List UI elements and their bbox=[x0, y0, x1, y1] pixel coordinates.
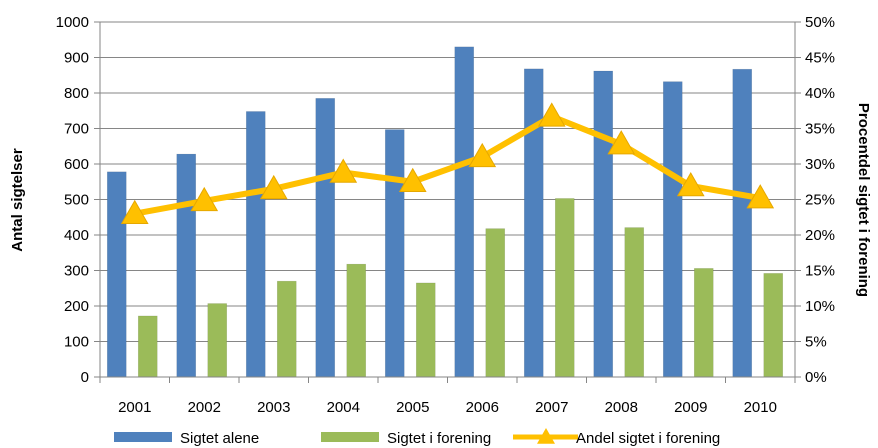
right-tick-label: 45% bbox=[805, 50, 835, 67]
legend: Sigtet alene Sigtet i forening Andel sigte… bbox=[114, 428, 720, 447]
left-tick-label: 200 bbox=[64, 298, 89, 315]
left-tick-label: 300 bbox=[64, 263, 89, 280]
x-tick-label: 2007 bbox=[535, 399, 568, 416]
bar-sigtet-alene bbox=[662, 81, 683, 378]
legend-marker bbox=[537, 428, 555, 444]
x-tick-label: 2008 bbox=[605, 399, 638, 416]
bar-sigtet-i-forening bbox=[485, 228, 506, 378]
right-tick-label: 40% bbox=[805, 85, 835, 102]
right-tick-label: 10% bbox=[805, 298, 835, 315]
right-tick-label: 25% bbox=[805, 192, 835, 209]
legend-item: Sigtet i forening bbox=[321, 430, 491, 447]
left-tick-label: 700 bbox=[64, 121, 89, 138]
x-tick-label: 2010 bbox=[744, 399, 777, 416]
legend-label: Andel sigtet i forening bbox=[576, 430, 720, 447]
left-tick-label: 1000 bbox=[56, 14, 89, 31]
bar-sigtet-i-forening bbox=[137, 315, 158, 378]
left-tick-label: 100 bbox=[64, 334, 89, 351]
left-tick-label: 400 bbox=[64, 227, 89, 244]
right-axis-title: Procentdel sigtet i forening bbox=[855, 103, 872, 297]
bar-sigtet-alene bbox=[315, 98, 336, 378]
bar-sigtet-alene bbox=[593, 70, 614, 378]
line-point-marker bbox=[468, 142, 497, 168]
bar-sigtet-alene bbox=[732, 68, 753, 378]
bar-sigtet-alene bbox=[106, 171, 127, 378]
right-tick-label: 20% bbox=[805, 227, 835, 244]
bar-sigtet-i-forening bbox=[624, 227, 645, 378]
legend-label: Sigtet alene bbox=[180, 430, 259, 447]
right-tick-label: 35% bbox=[805, 121, 835, 138]
legend-swatch bbox=[321, 432, 379, 442]
line-point-marker bbox=[537, 102, 566, 127]
right-tick-label: 50% bbox=[805, 14, 835, 31]
bar-sigtet-alene bbox=[523, 68, 544, 378]
legend-swatch bbox=[114, 432, 172, 442]
x-tick-label: 2005 bbox=[396, 399, 429, 416]
left-axis-ticks: 0 100 200 300 400 500 600 700 800 900 1000 bbox=[56, 14, 89, 386]
right-tick-label: 5% bbox=[805, 334, 827, 351]
line-point-marker bbox=[259, 174, 288, 200]
line-andel-sigtet-i-forening bbox=[134, 113, 761, 217]
right-tick-label: 15% bbox=[805, 263, 835, 280]
bar-sigtet-i-forening bbox=[554, 198, 575, 378]
bar-sigtet-alene bbox=[176, 153, 197, 378]
x-tick-label: 2001 bbox=[118, 399, 151, 416]
x-tick-label: 2009 bbox=[674, 399, 707, 416]
left-tick-label: 800 bbox=[64, 85, 89, 102]
bar-series bbox=[106, 46, 784, 378]
bar-sigtet-alene bbox=[245, 111, 266, 378]
legend-label: Sigtet i forening bbox=[387, 430, 491, 447]
bar-sigtet-alene bbox=[454, 46, 475, 378]
line-point-marker bbox=[329, 158, 358, 183]
bar-sigtet-i-forening bbox=[207, 303, 228, 378]
line-point-marker bbox=[398, 167, 427, 192]
legend-item: Sigtet alene bbox=[114, 430, 259, 447]
line-point-marker bbox=[676, 172, 705, 197]
bar-sigtet-i-forening bbox=[763, 273, 784, 378]
left-tick-label: 0 bbox=[81, 369, 89, 386]
x-axis-ticks: 2001 2002 2003 2004 2005 2006 2007 2008 2009 2010 bbox=[118, 399, 777, 416]
bar-sigtet-i-forening bbox=[415, 282, 436, 378]
bar-sigtet-i-forening bbox=[346, 263, 367, 378]
bar-sigtet-i-forening bbox=[276, 280, 297, 378]
left-axis-title: Antal sigtelser bbox=[9, 148, 26, 252]
x-tick-label: 2002 bbox=[188, 399, 221, 416]
line-point-marker bbox=[746, 184, 775, 209]
right-axis-ticks: 0% 5% 10% 15% 20% 25% 30% 35% 40% 45% 50% bbox=[805, 14, 835, 386]
left-tick-label: 600 bbox=[64, 156, 89, 173]
x-tick-label: 2004 bbox=[327, 399, 360, 416]
line-point-marker bbox=[120, 199, 149, 224]
legend-item: Andel sigtet i forening bbox=[513, 428, 720, 447]
left-tick-label: 900 bbox=[64, 50, 89, 67]
line-point-marker bbox=[607, 130, 636, 155]
right-tick-label: 30% bbox=[805, 156, 835, 173]
axes bbox=[94, 21, 801, 383]
bar-sigtet-i-forening bbox=[693, 268, 714, 378]
bar-sigtet-alene bbox=[384, 129, 405, 378]
right-tick-label: 0% bbox=[805, 369, 827, 386]
left-tick-label: 500 bbox=[64, 192, 89, 209]
x-tick-label: 2003 bbox=[257, 399, 290, 416]
line-series bbox=[120, 102, 775, 224]
x-tick-label: 2006 bbox=[466, 399, 499, 416]
line-point-marker bbox=[190, 186, 219, 212]
